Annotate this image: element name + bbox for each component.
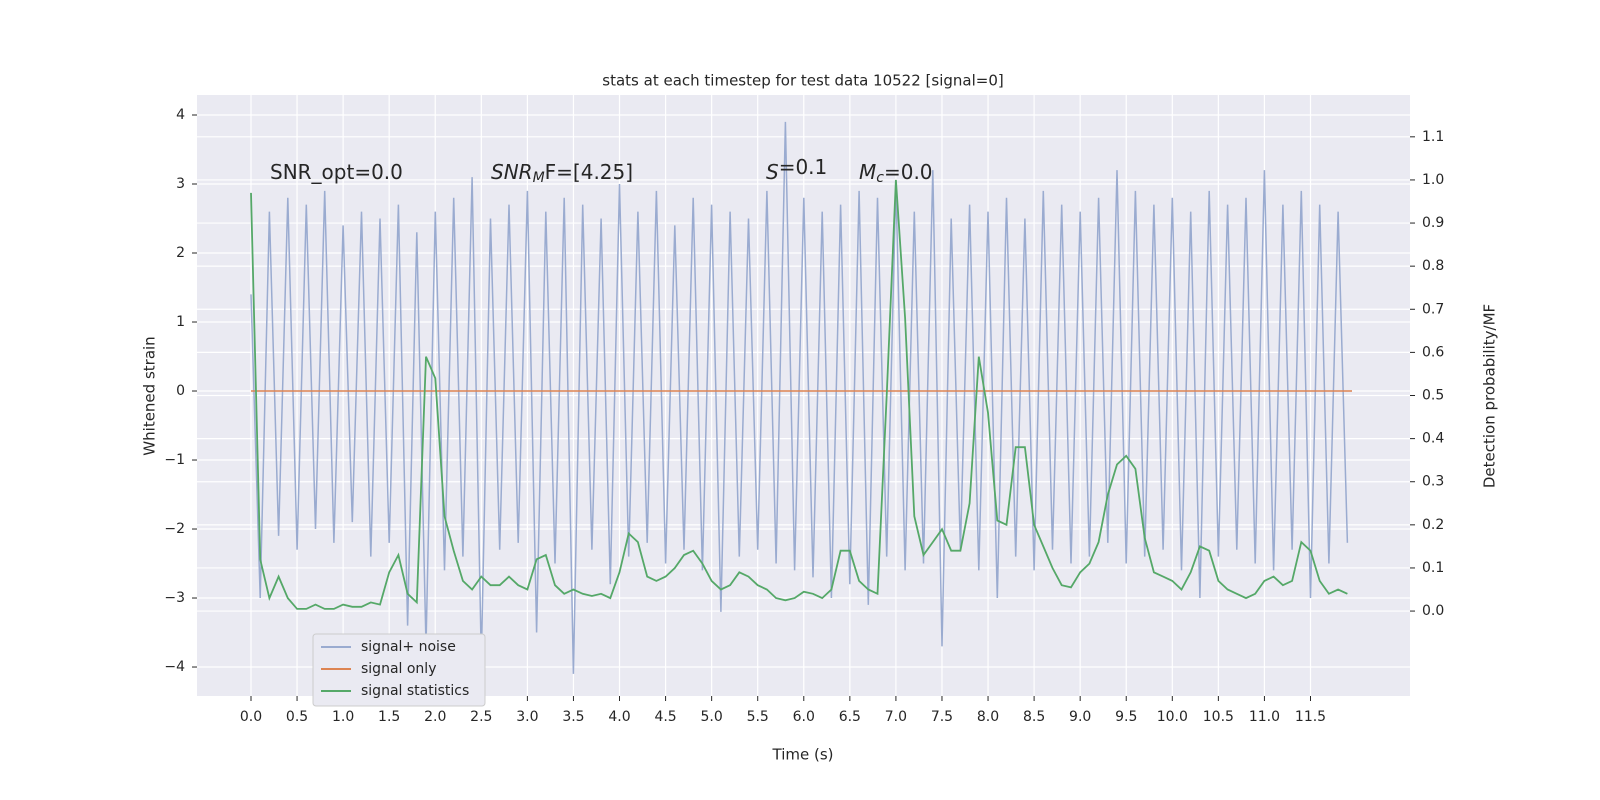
annotation-part: S <box>766 160 779 184</box>
y2-axis-label: Detection probability/MF <box>1481 304 1499 488</box>
y-tick-label: −1 <box>164 452 185 468</box>
y2-tick-label: 0.9 <box>1422 215 1444 231</box>
annotation-part: =0.0 <box>884 160 933 184</box>
x-tick-label: 0.5 <box>286 709 308 725</box>
y-tick-label: 4 <box>176 107 185 123</box>
x-tick-label: 1.5 <box>378 709 400 725</box>
y-tick-label: 3 <box>176 176 185 192</box>
y-tick-label: −4 <box>164 659 185 675</box>
y2-tick-label: 0.5 <box>1422 388 1444 404</box>
annotation: SNRMF=[4.25] <box>491 160 633 187</box>
y-tick-label: 0 <box>176 383 185 399</box>
annotation: Mc=0.0 <box>859 160 933 187</box>
x-tick-label: 2.5 <box>470 709 492 725</box>
series-line <box>250 179 1348 610</box>
annotation-part: =0.1 <box>779 155 828 179</box>
legend-label: signal only <box>361 661 436 677</box>
x-tick-label: 4.5 <box>654 709 676 725</box>
annotation-part: c <box>876 170 884 186</box>
y2-tick-label: 1.0 <box>1422 172 1444 188</box>
x-tick-label: 9.5 <box>1115 709 1137 725</box>
y2-tick-label: 0.1 <box>1422 560 1444 576</box>
legend-box <box>312 633 486 707</box>
x-tick-label: 3.0 <box>516 709 538 725</box>
annotation: SNR_opt=0.0 <box>270 160 403 184</box>
x-tick-label: 7.0 <box>885 709 907 725</box>
x-tick-label: 1.0 <box>332 709 354 725</box>
x-tick-label: 11.5 <box>1295 709 1326 725</box>
series-line <box>250 121 1349 674</box>
annotation-part: SNR_opt=0.0 <box>270 160 403 184</box>
y-tick-label: 2 <box>176 245 185 261</box>
x-tick-label: 2.0 <box>424 709 446 725</box>
annotation-part: SNR <box>491 160 533 184</box>
y2-tick-label: 1.1 <box>1422 129 1444 145</box>
x-tick-label: 5.5 <box>747 709 769 725</box>
x-axis-label: Time (s) <box>772 746 834 764</box>
x-tick-label: 8.0 <box>977 709 999 725</box>
y2-tick-label: 0.0 <box>1422 603 1444 619</box>
x-tick-label: 10.5 <box>1203 709 1234 725</box>
x-tick-label: 8.5 <box>1023 709 1045 725</box>
annotation-part: M <box>859 160 876 184</box>
x-tick-label: 7.5 <box>931 709 953 725</box>
y2-tick-label: 0.7 <box>1422 301 1444 317</box>
annotation-part: F=[4.25] <box>545 160 633 184</box>
chart-title: stats at each timestep for test data 105… <box>602 72 1003 90</box>
x-tick-label: 10.0 <box>1157 709 1188 725</box>
legend-label: signal+ noise <box>361 639 456 655</box>
x-tick-label: 11.0 <box>1249 709 1280 725</box>
y-tick-label: −3 <box>164 590 185 606</box>
x-tick-label: 5.0 <box>701 709 723 725</box>
y-tick-label: 1 <box>176 314 185 330</box>
x-tick-label: 6.0 <box>793 709 815 725</box>
x-tick-label: 3.5 <box>562 709 584 725</box>
y2-tick-label: 0.3 <box>1422 474 1444 490</box>
y2-tick-label: 0.6 <box>1422 344 1444 360</box>
legend-label: signal statistics <box>361 683 469 699</box>
x-tick-label: 9.0 <box>1069 709 1091 725</box>
annotation: S=0.1 <box>766 155 827 184</box>
y2-tick-label: 0.2 <box>1422 517 1444 533</box>
x-tick-label: 0.0 <box>240 709 262 725</box>
y-tick-label: −2 <box>164 521 185 537</box>
y2-tick-label: 0.8 <box>1422 258 1444 274</box>
y2-tick-label: 0.4 <box>1422 431 1444 447</box>
x-tick-label: 6.5 <box>839 709 861 725</box>
y-axis-label: Whitened strain <box>141 336 159 455</box>
annotation-part: M <box>533 170 545 186</box>
x-tick-label: 4.0 <box>608 709 630 725</box>
